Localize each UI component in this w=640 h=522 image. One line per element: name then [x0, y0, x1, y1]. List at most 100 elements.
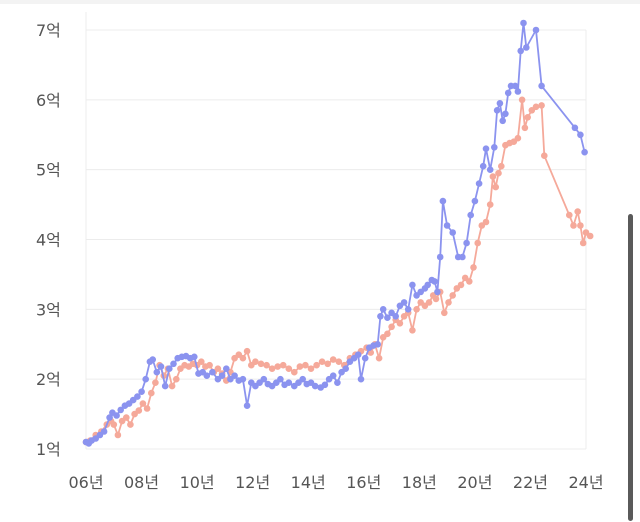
data-point-0	[496, 100, 504, 107]
data-point-0	[243, 402, 251, 410]
data-point-1	[466, 278, 473, 285]
data-point-1	[524, 114, 531, 121]
data-point-1	[291, 368, 298, 376]
data-point-0	[342, 365, 350, 373]
data-point-0	[149, 356, 156, 363]
data-point-0	[517, 47, 524, 55]
x-tick-label: 10년	[180, 473, 215, 492]
data-point-0	[321, 381, 329, 389]
data-point-1	[173, 375, 180, 383]
data-point-0	[218, 372, 226, 380]
y-tick-label: 1억	[36, 440, 61, 459]
data-point-0	[334, 379, 341, 387]
data-point-0	[482, 145, 490, 152]
data-point-1	[123, 414, 130, 421]
data-point-1	[449, 292, 457, 299]
data-point-0	[449, 229, 457, 236]
top-divider	[0, 0, 640, 4]
data-point-0	[486, 166, 494, 173]
data-point-0	[138, 388, 145, 396]
data-point-1	[432, 295, 440, 303]
data-point-1	[335, 358, 343, 366]
data-point-0	[157, 363, 165, 370]
data-point-1	[482, 218, 490, 226]
data-point-0	[571, 124, 579, 132]
data-point-0	[134, 393, 141, 400]
data-point-0	[209, 368, 216, 376]
data-point-1	[574, 208, 581, 215]
data-point-0	[504, 89, 512, 97]
data-point-1	[268, 365, 276, 373]
data-point-1	[324, 360, 332, 368]
data-point-0	[117, 406, 124, 414]
data-point-0	[377, 313, 384, 320]
data-point-0	[493, 107, 501, 114]
y-axis-ticks: 1억 2억 3억 4억 5억 6억 7억	[36, 21, 61, 459]
data-point-0	[357, 375, 365, 383]
data-point-1	[457, 281, 465, 289]
data-point-1	[252, 358, 259, 366]
data-point-0	[354, 351, 362, 359]
data-point-0	[113, 412, 120, 419]
data-point-1	[425, 299, 433, 306]
x-tick-label: 16년	[346, 473, 381, 492]
x-tick-label: 12년	[235, 473, 270, 492]
data-point-1	[470, 264, 477, 271]
scrollbar[interactable]	[628, 214, 633, 521]
data-point-0	[106, 414, 113, 421]
data-point-0	[538, 82, 545, 90]
data-point-0	[577, 131, 584, 139]
data-point-1	[318, 358, 326, 366]
data-point-1	[285, 365, 293, 373]
x-tick-label: 24년	[568, 473, 603, 492]
data-point-1	[498, 162, 505, 170]
data-point-0	[523, 44, 530, 51]
data-point-1	[441, 309, 448, 317]
data-point-0	[404, 306, 412, 313]
data-point-0	[384, 314, 391, 322]
data-point-1	[313, 361, 320, 369]
data-point-0	[239, 375, 247, 383]
data-point-0	[392, 313, 400, 320]
data-point-0	[511, 82, 519, 90]
data-point-1	[143, 405, 151, 412]
grid-lines	[85, 12, 587, 450]
data-point-1	[329, 356, 337, 363]
data-point-0	[431, 278, 438, 285]
data-point-1	[257, 360, 265, 368]
data-point-1	[514, 134, 522, 142]
data-point-1	[566, 211, 573, 219]
data-point-0	[400, 299, 408, 306]
y-tick-label: 7억	[36, 21, 61, 40]
y-tick-label: 5억	[36, 161, 61, 180]
data-point-0	[361, 354, 369, 362]
data-point-1	[110, 421, 118, 428]
x-tick-label: 08년	[124, 473, 159, 492]
data-point-1	[413, 306, 420, 313]
data-point-0	[203, 372, 211, 380]
data-point-0	[231, 372, 238, 380]
data-point-0	[409, 281, 416, 289]
data-point-0	[463, 239, 470, 247]
data-point-0	[299, 375, 307, 383]
data-point-1	[532, 103, 540, 111]
data-point-1	[263, 361, 270, 369]
x-tick-label: 20년	[457, 473, 492, 492]
data-point-0	[471, 197, 479, 205]
data-point-1	[538, 102, 545, 109]
data-point-0	[467, 211, 475, 219]
data-point-1	[409, 327, 416, 334]
data-point-0	[479, 162, 487, 170]
data-point-1	[375, 354, 383, 362]
x-axis-ticks: 06년 08년 10년 12년 14년 16년 18년 20년 22년 24년	[68, 473, 603, 492]
data-point-0	[502, 110, 509, 118]
y-tick-label: 2억	[36, 370, 61, 389]
y-tick-label: 6억	[36, 91, 61, 110]
data-point-1	[274, 363, 282, 370]
data-point-1	[577, 222, 584, 229]
data-point-1	[307, 365, 315, 373]
data-point-1	[148, 389, 155, 397]
data-point-1	[518, 96, 526, 104]
data-point-0	[285, 379, 293, 387]
